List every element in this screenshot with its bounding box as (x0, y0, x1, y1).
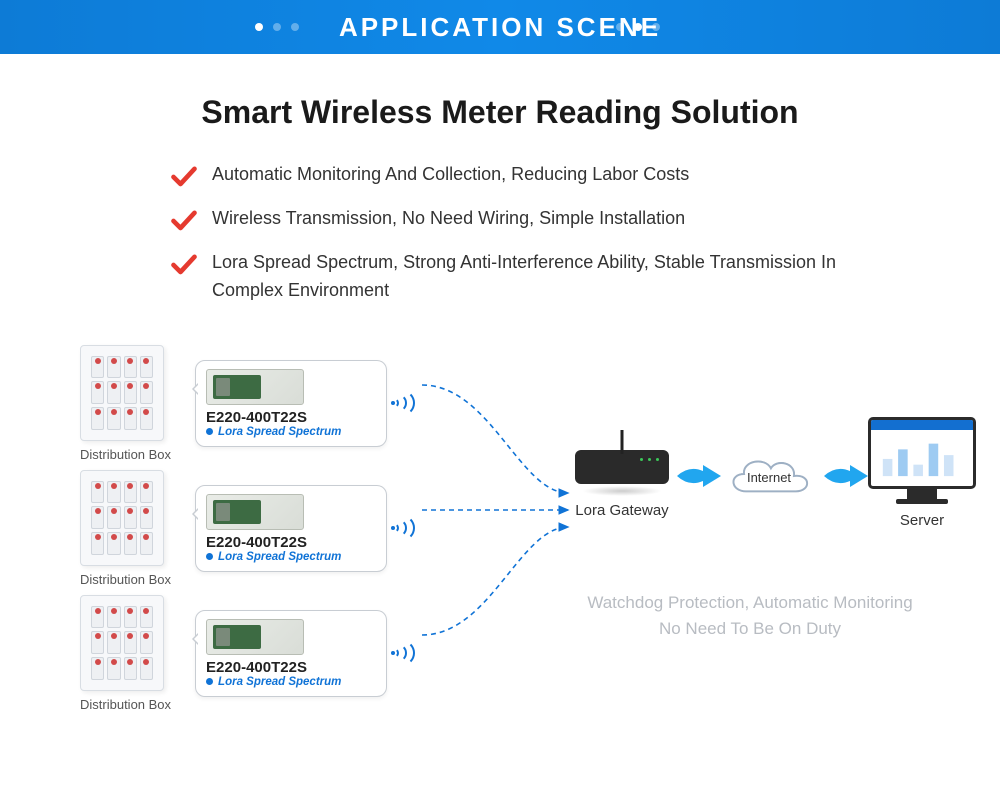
bullet-item: Lora Spread Spectrum, Strong Anti-Interf… (170, 249, 930, 305)
distribution-box-label: Distribution Box (80, 697, 171, 712)
server-label: Server (868, 512, 976, 529)
dot-icon (273, 23, 281, 31)
module-chip-icon (206, 369, 304, 405)
arrow-icon (675, 461, 723, 491)
check-icon (170, 251, 198, 279)
module-chip-icon (206, 619, 304, 655)
wireless-signal-icon (391, 513, 417, 543)
footer-note: Watchdog Protection, Automatic Monitorin… (550, 590, 950, 643)
wireless-signal-icon (391, 388, 417, 418)
distribution-box-icon (80, 470, 164, 566)
module-title: E220-400T22S (206, 409, 376, 426)
bullet-text: Automatic Monitoring And Collection, Red… (212, 161, 689, 189)
cloud-label: Internet (747, 470, 791, 485)
distribution-box-node: Distribution Box (80, 470, 171, 587)
gateway-label: Lora Gateway (575, 502, 669, 519)
module-title: E220-400T22S (206, 534, 376, 551)
bullet-item: Automatic Monitoring And Collection, Red… (170, 161, 930, 191)
footer-line-1: Watchdog Protection, Automatic Monitorin… (550, 590, 950, 616)
bullet-text: Wireless Transmission, No Need Wiring, S… (212, 205, 685, 233)
banner-dots-left (255, 23, 299, 31)
distribution-box-node: Distribution Box (80, 595, 171, 712)
module-subtitle: Lora Spread Spectrum (206, 676, 376, 688)
endpoint-row: Distribution Box E220-400T22S Lora Sprea… (80, 345, 417, 462)
cloud-node: Internet (720, 453, 818, 504)
diagram: Distribution Box E220-400T22S Lora Sprea… (70, 335, 930, 755)
endpoint-row: Distribution Box E220-400T22S Lora Sprea… (80, 470, 417, 587)
router-icon (575, 450, 669, 484)
module-callout: E220-400T22S Lora Spread Spectrum (195, 485, 387, 572)
module-title: E220-400T22S (206, 659, 376, 676)
module-callout: E220-400T22S Lora Spread Spectrum (195, 360, 387, 447)
dot-icon (652, 23, 660, 31)
distribution-box-icon (80, 345, 164, 441)
distribution-box-label: Distribution Box (80, 447, 171, 462)
headline: Smart Wireless Meter Reading Solution (70, 94, 930, 131)
check-icon (170, 163, 198, 191)
distribution-box-icon (80, 595, 164, 691)
wireless-signal-icon (391, 638, 417, 668)
check-icon (170, 207, 198, 235)
dot-icon (291, 23, 299, 31)
endpoint-row: Distribution Box E220-400T22S Lora Sprea… (80, 595, 417, 712)
distribution-box-node: Distribution Box (80, 345, 171, 462)
footer-line-2: No Need To Be On Duty (550, 616, 950, 642)
dot-icon (634, 23, 642, 31)
banner-dots-right (616, 23, 660, 31)
banner: APPLICATION SCENE (0, 0, 1000, 54)
bullet-text: Lora Spread Spectrum, Strong Anti-Interf… (212, 249, 852, 305)
module-subtitle: Lora Spread Spectrum (206, 426, 376, 438)
gateway-node: Lora Gateway (575, 450, 669, 519)
distribution-box-label: Distribution Box (80, 572, 171, 587)
dot-icon (255, 23, 263, 31)
module-callout: E220-400T22S Lora Spread Spectrum (195, 610, 387, 697)
banner-title: APPLICATION SCENE (339, 12, 661, 43)
bullet-list: Automatic Monitoring And Collection, Red… (170, 161, 930, 305)
module-subtitle: Lora Spread Spectrum (206, 551, 376, 563)
monitor-icon (868, 417, 976, 489)
module-chip-icon (206, 494, 304, 530)
dot-icon (616, 23, 624, 31)
content: Smart Wireless Meter Reading Solution Au… (0, 54, 1000, 755)
bullet-item: Wireless Transmission, No Need Wiring, S… (170, 205, 930, 235)
arrow-icon (822, 461, 870, 491)
server-node: Server (868, 417, 976, 529)
